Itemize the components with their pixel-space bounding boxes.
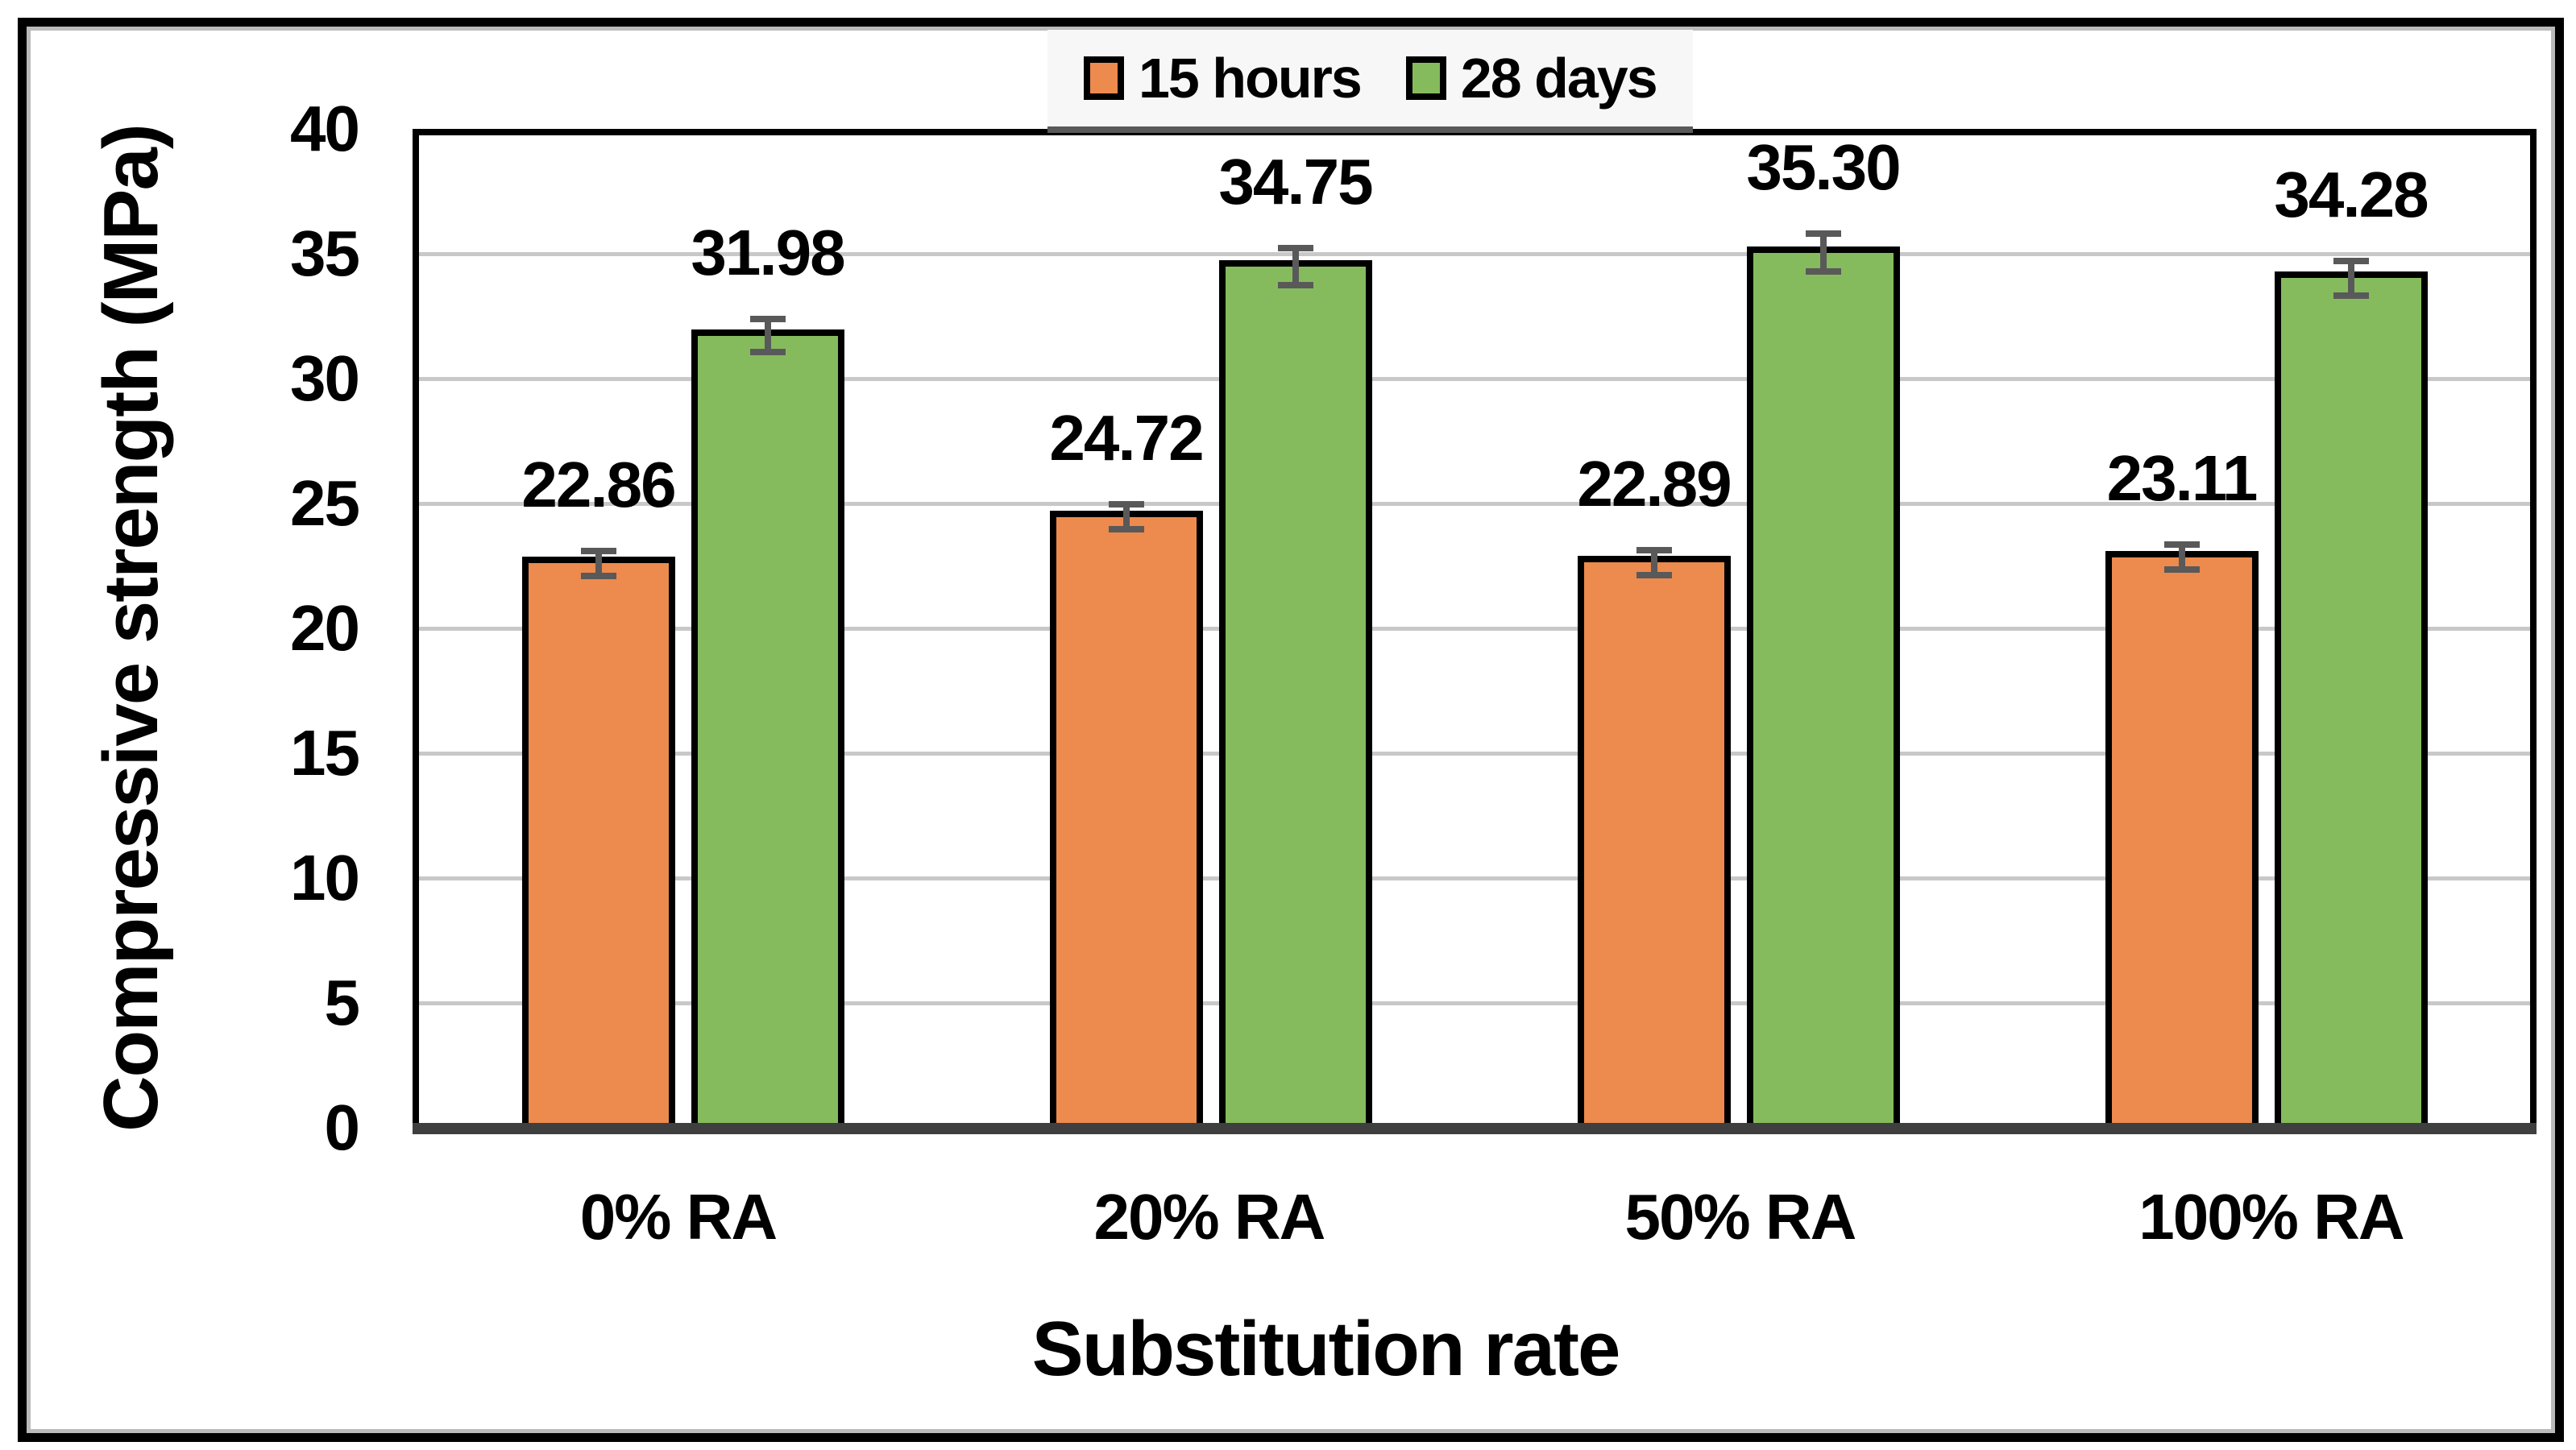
error-bar-cap <box>749 348 786 355</box>
y-tick-label: 20 <box>290 592 360 664</box>
bar-group: 22.86 31.98 <box>419 135 947 1128</box>
error-bar <box>1108 501 1144 533</box>
error-bar-stem <box>1292 244 1299 288</box>
x-tick-label: 100% RA <box>2138 1181 2404 1253</box>
value-label: 34.75 <box>1218 145 1373 218</box>
bar-28-days-20%-RA: 34.75 <box>1218 149 1374 1128</box>
y-axis-title: Compressive strength (MPa) <box>88 125 174 1132</box>
error-bar-stem <box>2347 257 2354 300</box>
bar-15-hours-20%-RA: 24.72 <box>1049 406 1205 1128</box>
error-bar <box>2333 257 2369 300</box>
bar-15-hours-50%-RA: 22.89 <box>1577 451 1732 1128</box>
gridline <box>419 252 2530 256</box>
gridline <box>419 1001 2530 1005</box>
bar-28-days-50%-RA: 35.30 <box>1746 135 1902 1128</box>
y-tick-label: 15 <box>290 717 360 789</box>
legend-label-15-hours: 15 hours <box>1139 47 1363 110</box>
error-bar <box>1277 244 1313 288</box>
value-label: 23.11 <box>2106 442 2259 515</box>
y-tick-label: 5 <box>324 967 361 1038</box>
legend-label-28-days: 28 days <box>1460 47 1658 110</box>
error-bar <box>2163 541 2200 574</box>
y-tick-label: 40 <box>290 93 360 164</box>
legend: 15 hours 28 days <box>1047 30 1693 133</box>
error-bar-stem <box>1819 230 1827 275</box>
bar-28-days-100%-RA: 34.28 <box>2274 162 2429 1128</box>
gridline <box>419 876 2530 880</box>
error-bar-cap <box>2163 566 2200 574</box>
y-tick-label: 30 <box>290 342 360 414</box>
error-bar-cap <box>1277 282 1313 288</box>
y-tick-label: 0 <box>324 1092 361 1163</box>
value-label: 35.30 <box>1746 131 1901 204</box>
bar-28-days-0%-RA: 31.98 <box>691 221 846 1128</box>
error-bar-cap <box>580 572 616 579</box>
bar-15-hours-0%-RA: 22.86 <box>521 452 677 1128</box>
error-bar <box>749 316 786 355</box>
bar-group: 23.11 34.28 <box>2002 135 2530 1128</box>
x-axis-title: Substitution rate <box>1031 1306 1621 1392</box>
value-label: 24.72 <box>1049 402 1204 474</box>
y-tick-label: 25 <box>290 467 360 539</box>
gridline <box>419 627 2530 631</box>
bar-15-hours-100%-RA: 23.11 <box>2105 446 2259 1128</box>
value-label: 34.28 <box>2274 158 2429 230</box>
legend-swatch-28-days-icon <box>1405 56 1446 100</box>
x-tick-label: 0% RA <box>579 1181 778 1253</box>
error-bar-cap <box>1805 267 1841 275</box>
x-axis-line <box>413 1123 2537 1134</box>
value-label: 22.86 <box>521 448 676 520</box>
bar-groups: 22.86 31.98 24.72 34.75 22.89 35.30 23.11 34.28 <box>419 135 2530 1128</box>
error-bar <box>1636 546 1672 578</box>
gridline <box>419 502 2530 506</box>
plot-area: 22.86 31.98 24.72 34.75 22.89 35.30 23.11 34.28 <box>413 129 2537 1128</box>
x-tick-label: 50% RA <box>1624 1181 1857 1253</box>
error-bar-stem <box>595 547 602 579</box>
gridline <box>419 752 2530 756</box>
error-bar <box>1805 230 1841 275</box>
error-bar-cap <box>2333 292 2369 300</box>
y-tick-label: 35 <box>290 218 360 289</box>
bar-group: 22.89 35.30 <box>1475 135 2002 1128</box>
error-bar-stem <box>1650 546 1657 578</box>
error-bar <box>580 547 616 579</box>
error-bar-stem <box>764 316 771 355</box>
value-label: 22.89 <box>1577 447 1732 520</box>
gridline <box>419 377 2530 381</box>
value-label: 31.98 <box>691 217 845 289</box>
error-bar-stem <box>2178 541 2185 574</box>
bar-group: 24.72 34.75 <box>947 135 1475 1128</box>
y-tick-label: 10 <box>290 842 360 914</box>
error-bar-cap <box>1636 571 1672 578</box>
x-tick-label: 20% RA <box>1093 1181 1326 1253</box>
legend-swatch-15-hours-icon <box>1084 56 1124 100</box>
error-bar-cap <box>1108 526 1144 533</box>
figure-border <box>18 18 2564 1442</box>
error-bar-stem <box>1122 501 1130 533</box>
x-axis-tick-labels: 0% RA 20% RA 50% RA 100% RA <box>413 1174 2537 1259</box>
